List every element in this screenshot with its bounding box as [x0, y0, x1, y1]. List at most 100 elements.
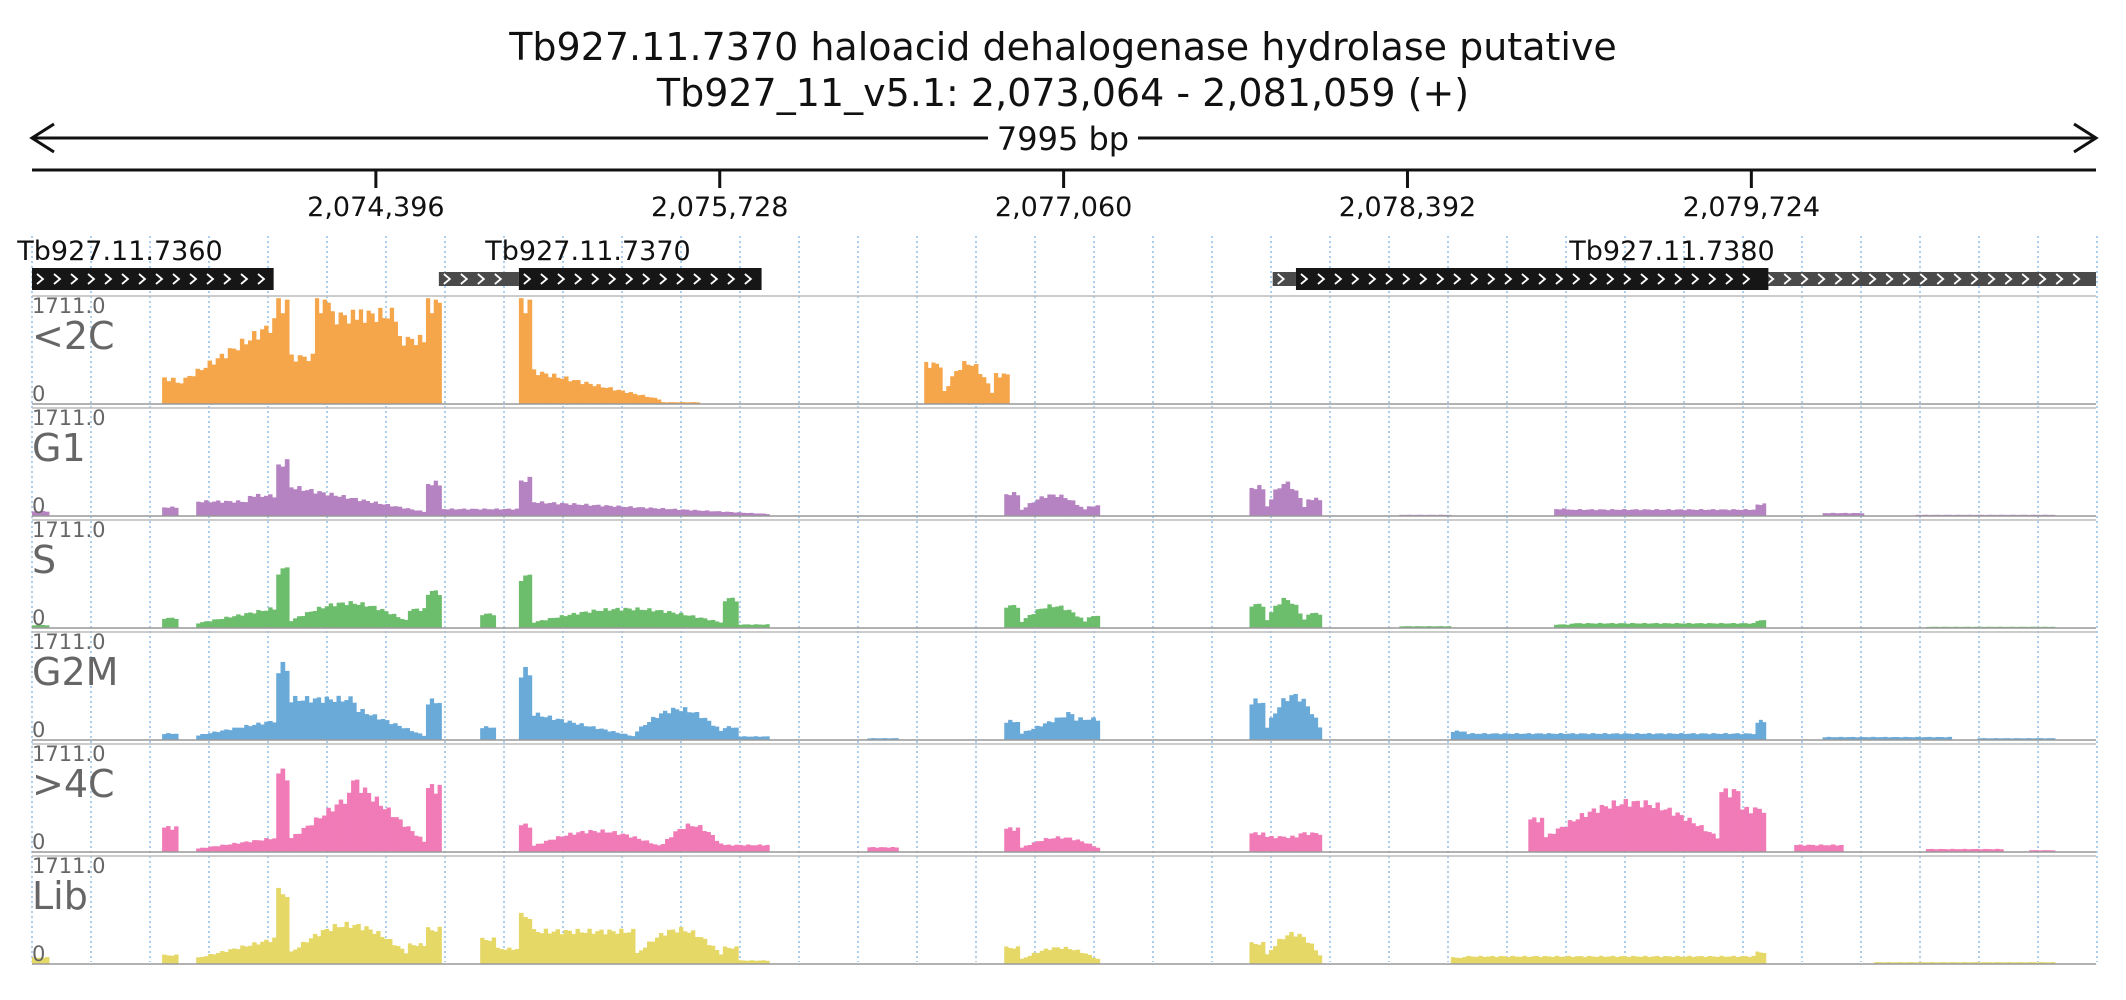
coverage-bar — [631, 610, 636, 628]
coverage-bar — [407, 610, 412, 628]
coverage-bar — [397, 335, 403, 404]
coverage-bar — [195, 368, 200, 404]
coverage-bar — [1313, 950, 1319, 964]
coverage-bar — [1551, 833, 1557, 852]
coverage-bar — [487, 940, 493, 964]
coverage-bar — [639, 726, 644, 740]
coverage-bar — [551, 373, 557, 404]
coverage-bar — [166, 955, 171, 964]
coverage-bar — [1586, 734, 1592, 740]
coverage-bar — [1514, 956, 1519, 964]
coverage-bar — [336, 695, 341, 740]
coverage-bar — [1249, 704, 1254, 740]
coverage-bar — [1534, 956, 1540, 964]
coverage-bar — [643, 725, 648, 740]
coverage-bar — [592, 505, 597, 516]
coverage-bar — [648, 507, 653, 516]
coverage-bar — [429, 313, 435, 404]
coverage-bar — [280, 661, 286, 740]
coverage-bar — [1794, 845, 1799, 852]
coverage-bar — [334, 804, 340, 852]
coverage-bar — [357, 501, 362, 516]
coverage-bar — [710, 945, 716, 964]
coverage-bar — [1008, 827, 1013, 852]
coverage-bar — [1536, 822, 1541, 852]
coverage-bar — [607, 929, 612, 964]
coverage-bar — [1814, 845, 1820, 852]
coverage-bar — [628, 837, 634, 852]
coverage-bar — [1626, 623, 1631, 628]
strand-arrow — [53, 273, 62, 285]
coverage-bar — [1542, 734, 1548, 740]
coverage-bar — [361, 499, 366, 516]
strand-arrow — [727, 273, 736, 285]
track-name: Lib — [32, 874, 88, 918]
strand-arrow — [155, 273, 164, 285]
coverage-bar — [211, 364, 217, 404]
coverage-bar — [1755, 504, 1760, 516]
coverage-bar — [425, 298, 431, 404]
coverage-bar — [1670, 510, 1676, 516]
coverage-bar — [1679, 956, 1684, 964]
coverage-bar — [652, 397, 658, 404]
coverage-bar — [1290, 835, 1295, 852]
coverage-bar — [676, 509, 682, 516]
coverage-bar — [417, 510, 423, 516]
coverage-bar — [696, 510, 702, 516]
coverage-bar — [1043, 608, 1048, 628]
track-zero-label: 0 — [32, 942, 45, 966]
coverage-bar — [1008, 495, 1013, 516]
coverage-bar — [1942, 849, 1947, 852]
coverage-bar — [2026, 962, 2032, 964]
coverage-bar — [401, 345, 407, 404]
coverage-bar — [368, 605, 373, 628]
coverage-bar — [1667, 956, 1672, 964]
coverage-bar — [1578, 956, 1584, 964]
coverage-bar — [328, 931, 334, 964]
coverage-bar — [1035, 725, 1040, 740]
coverage-bar — [1925, 849, 1931, 852]
coverage-bar — [611, 731, 616, 740]
coverage-bar — [734, 601, 739, 628]
coverage-bar — [306, 361, 312, 404]
coverage-bar — [362, 787, 368, 852]
coverage-bar — [393, 723, 398, 740]
coverage-bar — [726, 598, 731, 628]
coverage-bar — [741, 512, 746, 516]
strand-arrow — [104, 273, 113, 285]
coverage-bar — [551, 502, 557, 516]
coverage-bar — [1082, 509, 1088, 516]
coverage-bar — [345, 498, 350, 516]
coverage-bar — [1027, 730, 1032, 740]
strand-arrow — [1834, 273, 1843, 285]
coverage-bar — [1826, 845, 1832, 852]
coverage-bar — [725, 511, 730, 516]
coverage-bar — [1715, 838, 1720, 852]
coverage-bar — [607, 731, 612, 740]
coverage-bar — [2026, 738, 2031, 740]
coverage-bar — [1063, 837, 1069, 852]
coverage-bar — [1802, 845, 1807, 852]
coverage-bar — [1554, 509, 1559, 516]
coverage-bar — [587, 612, 592, 628]
coverage-bar — [627, 608, 632, 628]
gene-label: Tb927.11.7370 — [484, 236, 690, 267]
coverage-bar — [208, 846, 213, 852]
coverage-bar — [588, 505, 593, 516]
coverage-bar — [686, 932, 692, 964]
coverage-bar — [1667, 807, 1672, 852]
coverage-bar — [1966, 962, 1972, 964]
coverage-bar — [418, 610, 423, 628]
coverage-bar — [564, 835, 569, 852]
coverage-bar — [624, 507, 629, 516]
span-label-bg — [988, 118, 1138, 158]
coverage-bar — [600, 829, 605, 852]
coverage-bar — [660, 507, 666, 516]
coverage-bar — [1310, 500, 1315, 516]
coverage-bar — [1566, 733, 1572, 740]
coverage-bar — [2010, 738, 2015, 740]
coverage-bar — [1719, 792, 1724, 852]
coverage-bar — [228, 949, 233, 964]
coverage-bar — [320, 702, 326, 740]
coverage-bar — [170, 506, 175, 516]
